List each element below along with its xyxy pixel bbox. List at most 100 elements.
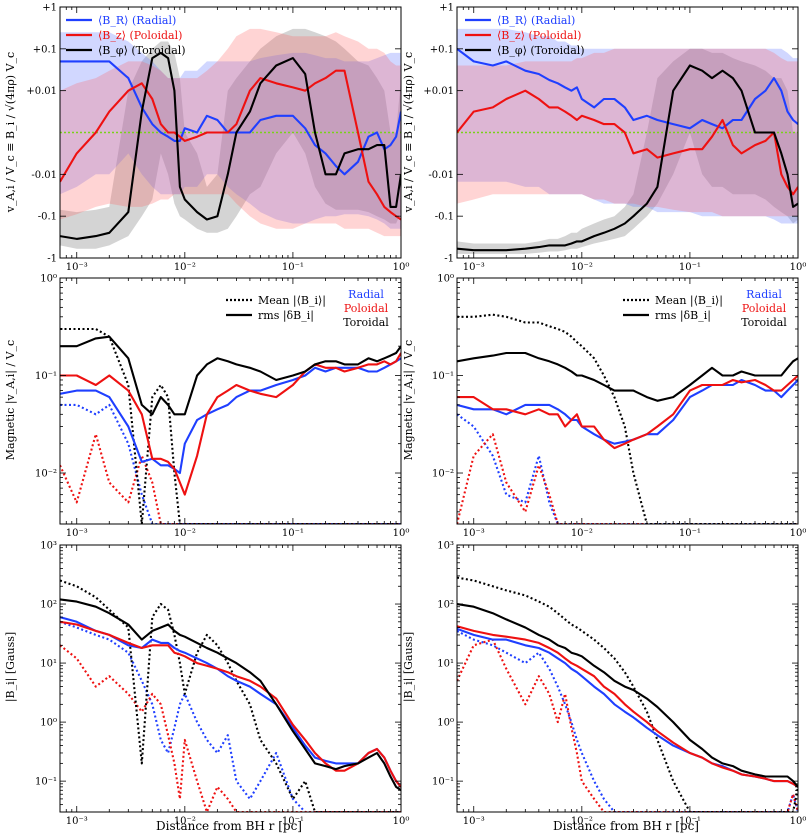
series--b-r---radial-: [457, 47, 798, 130]
legend-label-toroidal: ⟨B_φ⟩ (Toroidal): [98, 44, 186, 57]
y-tick-label: 10⁻²: [432, 469, 454, 480]
y-tick-label: +0.01: [26, 86, 57, 97]
row1-left-plot-area: [60, 28, 401, 249]
series-toroidal-rms: [457, 351, 798, 402]
xlabel-right: Distance from BH r [pc]: [553, 819, 699, 833]
legend-style-mean-label: Mean |⟨B_i⟩|: [258, 294, 326, 308]
x-tick-label: 10⁻²: [571, 262, 593, 273]
axes-frame: [456, 544, 799, 813]
x-tick-label: 10⁻³: [66, 816, 88, 827]
x-tick-label: 10⁻²: [174, 262, 196, 273]
y-tick-label: +0.01: [423, 86, 454, 97]
series-poloidal-rms: [457, 625, 798, 788]
y-tick-label: -0.01: [428, 170, 454, 181]
legend-label-radial: ⟨B_R⟩ (Radial): [98, 14, 176, 27]
series-poloidal-mean: [60, 433, 401, 524]
y-tick-label: -1: [47, 254, 57, 265]
axes-frame: [59, 544, 402, 813]
x-tick-label: 10⁰: [790, 528, 806, 539]
y-tick-label: 10⁰: [40, 274, 57, 285]
x-tick-label: 10⁰: [393, 262, 410, 273]
y-tick-label: 10⁰: [437, 274, 454, 285]
row3-right-plot-area: [457, 576, 798, 812]
series-toroidal-rms: [457, 602, 798, 788]
y-tick-label: 10⁻¹: [432, 371, 454, 382]
x-tick-label: 10⁻¹: [282, 262, 304, 273]
series-radial-rms: [60, 357, 401, 475]
x-tick-label: 10⁻¹: [282, 816, 304, 827]
series-toroidal-mean: [457, 313, 798, 524]
axes-frame: [456, 277, 799, 525]
x-tick-label: 10⁻²: [174, 816, 196, 827]
x-tick-label: 10⁻¹: [282, 528, 304, 539]
y-tick-label: +0.1: [33, 44, 57, 55]
y-tick-label: -1: [444, 254, 454, 265]
row1-right-ylabel: v_A,i / V_c ≡ B_i / √(4πρ) V_c: [402, 52, 415, 213]
y-tick-label: 10⁻¹: [35, 777, 57, 788]
series-toroidal-mean: [457, 576, 798, 812]
x-tick-label: 10⁻³: [66, 528, 88, 539]
axes-frame: [59, 6, 402, 259]
y-tick-label: 10³: [40, 541, 57, 552]
y-tick-label: +1: [42, 3, 57, 14]
row1-right-plot-area: [457, 28, 798, 254]
row2-right-plot-area: [457, 313, 798, 524]
legend-style-rms-label: rms |δB_i|: [258, 309, 314, 323]
series-toroidal-rms: [60, 335, 401, 416]
legend-row1-right: ⟨B_R⟩ (Radial) ⟨B_z⟩ (Poloidal) ⟨B_φ⟩ (T…: [465, 14, 585, 57]
x-tick-label: 10⁰: [790, 816, 806, 827]
x-tick-label: 10⁻²: [571, 816, 593, 827]
y-tick-label: 10⁻²: [35, 469, 57, 480]
band-btoroidal: [457, 48, 798, 254]
series--b-----toroidal-: [457, 64, 798, 252]
row3-left-panel: 10⁻³ 10⁻² 10⁻¹ 10⁰ 10⁻¹ 10⁰ 10¹ 10² 10³: [35, 541, 409, 828]
row2-left-ylabel: Magnetic |v_A,i| / V_c: [4, 340, 18, 460]
y-tick-label: -0.1: [435, 212, 454, 223]
y-tick-label: 10⁰: [437, 718, 454, 729]
series-radial-mean: [60, 620, 401, 812]
row1-right-panel: 10⁻³ 10⁻² 10⁻¹ 10⁰ +1 +0.1 +0.01 -0.01 -0.1 -1: [423, 3, 806, 274]
series-toroidal-rms: [60, 598, 401, 792]
legend-label-toroidal: ⟨B_φ⟩ (Toroidal): [497, 44, 585, 57]
y-tick-label: -0.01: [31, 170, 57, 181]
x-tick-label: 10⁻³: [463, 528, 485, 539]
series-poloidal-rms: [60, 620, 401, 788]
y-tick-label: 10²: [40, 600, 57, 611]
y-tick-label: +1: [439, 3, 454, 14]
x-tick-label: 10⁻¹: [679, 528, 701, 539]
row1-left-ylabel: v_A,i / V_c ≡ B_i / √(4πρ) V_c: [4, 52, 17, 213]
x-tick-label: 10⁰: [393, 528, 410, 539]
row2-right-ylabel: Magnetic |v_A,i| / V_c: [402, 340, 416, 460]
series-radial-rms: [60, 616, 401, 788]
axes-frame: [456, 6, 799, 259]
legend-comp-poloidal: Poloidal: [742, 302, 787, 315]
series-poloidal-rms: [60, 352, 401, 496]
y-tick-label: +0.1: [430, 44, 454, 55]
y-tick-label: 10²: [437, 600, 454, 611]
series-radial-mean: [457, 629, 798, 812]
legend-comp-radial: Radial: [746, 288, 782, 301]
x-tick-label: 10⁻²: [174, 528, 196, 539]
series-radial-mean: [60, 403, 401, 524]
legend-label-radial: ⟨B_R⟩ (Radial): [497, 14, 575, 27]
series-poloidal-rms: [457, 374, 798, 450]
y-tick-label: 10⁻¹: [432, 777, 454, 788]
legend-style-rms-label: rms |δB_i|: [655, 309, 711, 323]
y-tick-label: 10¹: [437, 659, 454, 670]
x-tick-label: 10⁻³: [463, 262, 485, 273]
legend-comp-radial: Radial: [348, 288, 384, 301]
series-toroidal-mean: [60, 327, 401, 524]
legend-comp-poloidal: Poloidal: [344, 302, 389, 315]
row2-right-panel: 10⁻³ 10⁻² 10⁻¹ 10⁰ 10⁻² 10⁻¹ 10⁰: [432, 274, 806, 540]
x-tick-label: 10⁻²: [571, 528, 593, 539]
series-poloidal-mean: [60, 644, 401, 812]
legend-comp-toroidal: Toroidal: [343, 316, 389, 329]
y-tick-label: 10¹: [40, 659, 57, 670]
band-bzpoloidal: [457, 48, 798, 217]
x-tick-label: 10⁻¹: [679, 262, 701, 273]
legend-label-poloidal: ⟨B_z⟩ (Poloidal): [497, 29, 581, 42]
series--b-z---poloidal-: [457, 89, 798, 196]
y-tick-label: -0.1: [38, 212, 57, 223]
series-radial-mean: [457, 413, 798, 524]
legend-row2-left: Mean |⟨B_i⟩| rms |δB_i| Radial Poloidal …: [226, 288, 389, 329]
